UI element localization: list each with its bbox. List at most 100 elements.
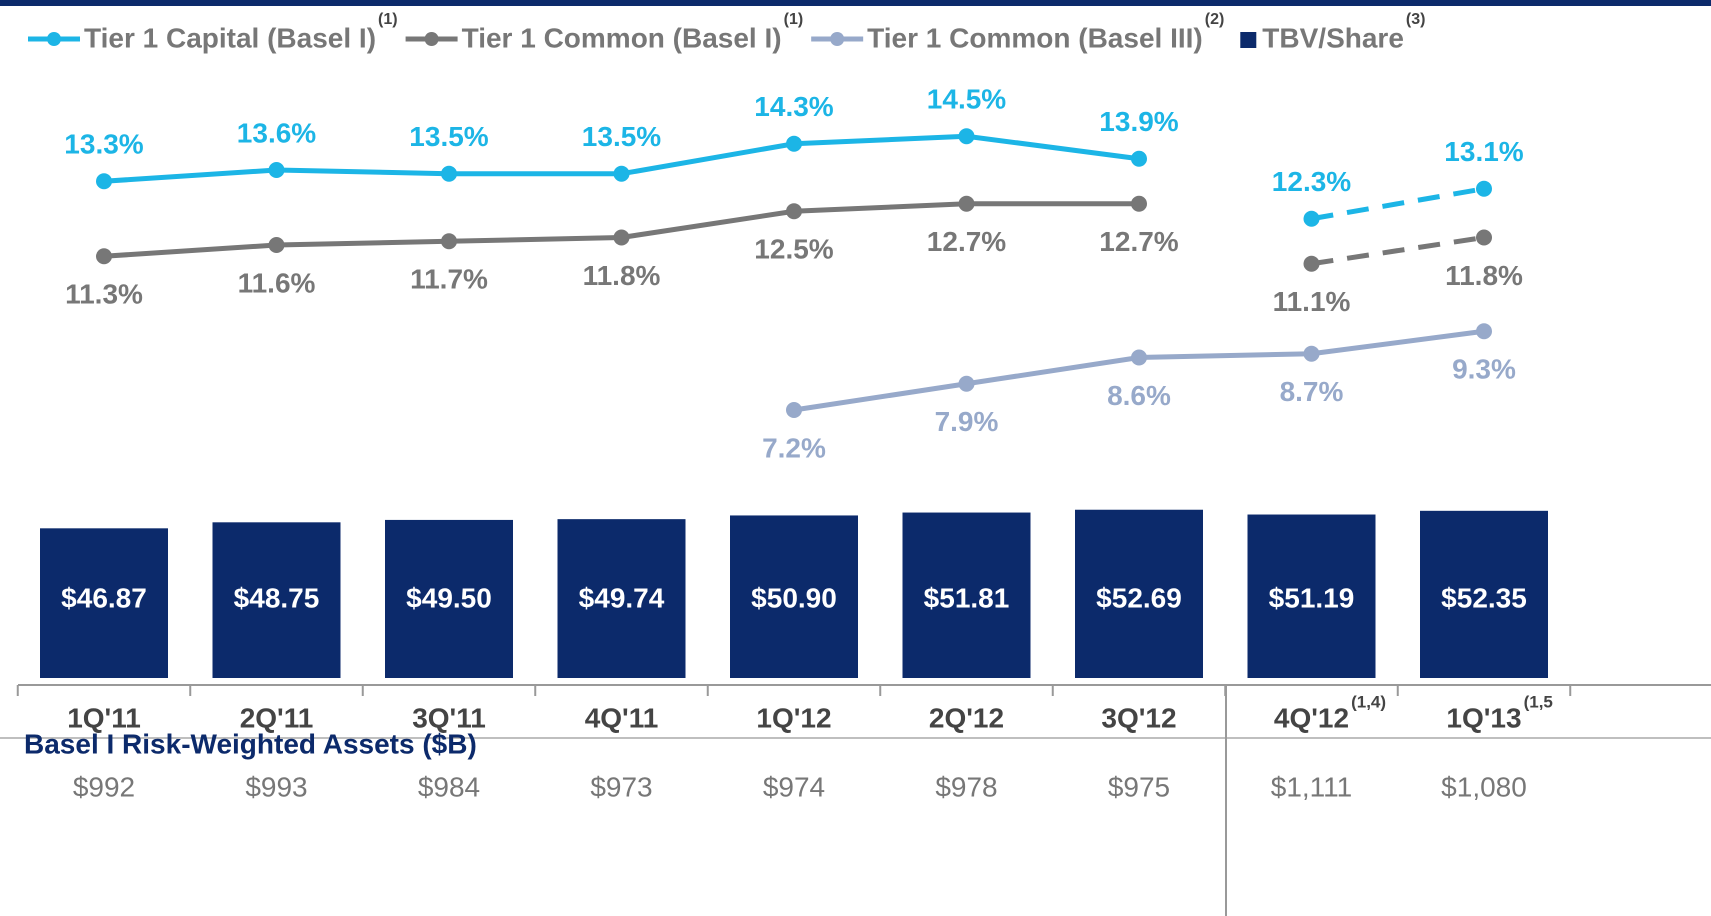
legend-marker bbox=[424, 32, 439, 46]
x-tick-label: 2Q'11 bbox=[240, 702, 314, 733]
x-tick-label: 1Q'11 bbox=[67, 702, 141, 733]
data-label: 13.3% bbox=[64, 129, 143, 160]
line-segment bbox=[1311, 235, 1485, 267]
x-tick-label: 4Q'11 bbox=[585, 702, 659, 733]
line-point bbox=[1131, 349, 1147, 366]
line-point bbox=[613, 165, 630, 182]
legend-note: (1) bbox=[378, 11, 398, 28]
x-tick-label: 4Q'12 bbox=[1274, 702, 1349, 733]
bar bbox=[902, 512, 1031, 678]
line-point bbox=[1303, 255, 1320, 272]
x-tick-label: 1Q'12 bbox=[756, 702, 831, 733]
legend-marker bbox=[47, 32, 61, 46]
bar bbox=[212, 522, 341, 678]
legend-note: (2) bbox=[1205, 11, 1225, 28]
line-point bbox=[1303, 345, 1320, 362]
bar bbox=[557, 519, 686, 678]
bar-label: $50.90 bbox=[751, 582, 837, 613]
bar bbox=[1420, 510, 1548, 678]
data-label: 14.5% bbox=[927, 84, 1006, 115]
line-point bbox=[958, 195, 975, 212]
table-value: $992 bbox=[73, 771, 135, 802]
line-point bbox=[1131, 150, 1147, 167]
data-label: 7.2% bbox=[762, 432, 826, 463]
data-label: 8.6% bbox=[1107, 380, 1171, 411]
data-label: 13.6% bbox=[237, 117, 316, 148]
table-value: $975 bbox=[1108, 771, 1170, 802]
x-tick-note: (1,5 bbox=[1524, 692, 1553, 711]
bar bbox=[40, 528, 168, 678]
table-title: Basel I Risk-Weighted Assets ($B) bbox=[24, 728, 477, 759]
line-point bbox=[958, 375, 975, 392]
x-tick-label: 3Q'11 bbox=[412, 702, 486, 733]
line-point bbox=[1131, 195, 1147, 212]
data-label: 8.7% bbox=[1280, 376, 1344, 407]
legend-label: Tier 1 Common (Basel III) bbox=[867, 22, 1203, 53]
legend-label: TBV/Share bbox=[1262, 22, 1404, 53]
table-value: $974 bbox=[763, 771, 825, 802]
bar bbox=[1247, 514, 1376, 678]
line-point bbox=[786, 135, 802, 152]
data-label: 12.3% bbox=[1272, 166, 1351, 197]
table-value: $1,080 bbox=[1441, 771, 1527, 802]
line-point bbox=[1476, 323, 1492, 340]
line-point bbox=[1476, 229, 1492, 246]
bar-label: $46.87 bbox=[61, 582, 147, 613]
x-tick-label: 1Q'13 bbox=[1446, 702, 1521, 733]
table-value: $978 bbox=[935, 771, 997, 802]
data-label: 11.8% bbox=[583, 260, 661, 291]
data-label: 12.7% bbox=[927, 226, 1006, 257]
bar bbox=[385, 519, 513, 678]
data-label: 11.1% bbox=[1273, 286, 1351, 317]
data-label: 12.5% bbox=[754, 234, 833, 265]
bar bbox=[730, 515, 858, 678]
data-label: 11.3% bbox=[65, 279, 143, 310]
legend-marker bbox=[830, 32, 845, 46]
bar-label: $52.35 bbox=[1441, 582, 1527, 613]
line-point bbox=[1303, 210, 1320, 227]
x-tick-note: (1,4) bbox=[1351, 692, 1386, 711]
data-label: 9.3% bbox=[1452, 354, 1516, 385]
table-value: $984 bbox=[418, 771, 480, 802]
data-label: 13.1% bbox=[1444, 136, 1523, 167]
line-point bbox=[441, 233, 457, 250]
legend-label: Tier 1 Common (Basel I) bbox=[462, 22, 782, 53]
table-value: $993 bbox=[245, 771, 307, 802]
line-point bbox=[268, 162, 285, 178]
bar-label: $51.81 bbox=[924, 582, 1010, 613]
line-point bbox=[1476, 180, 1492, 197]
x-tick-label: 2Q'12 bbox=[929, 702, 1004, 733]
line-point bbox=[786, 402, 802, 418]
legend-note: (1) bbox=[784, 11, 804, 28]
data-label: 11.8% bbox=[1445, 260, 1523, 291]
legend-swatch bbox=[1240, 32, 1257, 48]
bar bbox=[1075, 509, 1203, 678]
line-point bbox=[441, 165, 457, 182]
table-value: $1,111 bbox=[1271, 771, 1352, 802]
bar-label: $49.50 bbox=[406, 582, 492, 613]
line-point bbox=[268, 237, 285, 253]
bar-label: $52.69 bbox=[1096, 582, 1182, 613]
data-label: 11.7% bbox=[410, 264, 488, 295]
legend-label: Tier 1 Capital (Basel I) bbox=[84, 22, 376, 53]
line-point bbox=[96, 173, 112, 190]
line-point bbox=[613, 229, 630, 246]
data-label: 13.9% bbox=[1099, 106, 1178, 137]
data-label: 12.7% bbox=[1099, 226, 1178, 257]
top-band bbox=[0, 0, 1711, 6]
line-point bbox=[786, 203, 802, 220]
line-point bbox=[958, 128, 975, 145]
x-tick-label: 3Q'12 bbox=[1101, 702, 1176, 733]
data-label: 13.5% bbox=[582, 121, 661, 152]
data-label: 14.3% bbox=[754, 91, 833, 122]
line-point bbox=[96, 248, 112, 265]
table-value: $973 bbox=[590, 771, 652, 802]
line-segment bbox=[1311, 186, 1485, 222]
data-label: 7.9% bbox=[935, 406, 999, 437]
legend-note: (3) bbox=[1406, 11, 1426, 28]
bar-label: $49.74 bbox=[579, 582, 665, 613]
bar-label: $48.75 bbox=[234, 582, 320, 613]
bar-label: $51.19 bbox=[1269, 582, 1355, 613]
data-label: 11.6% bbox=[238, 267, 316, 298]
